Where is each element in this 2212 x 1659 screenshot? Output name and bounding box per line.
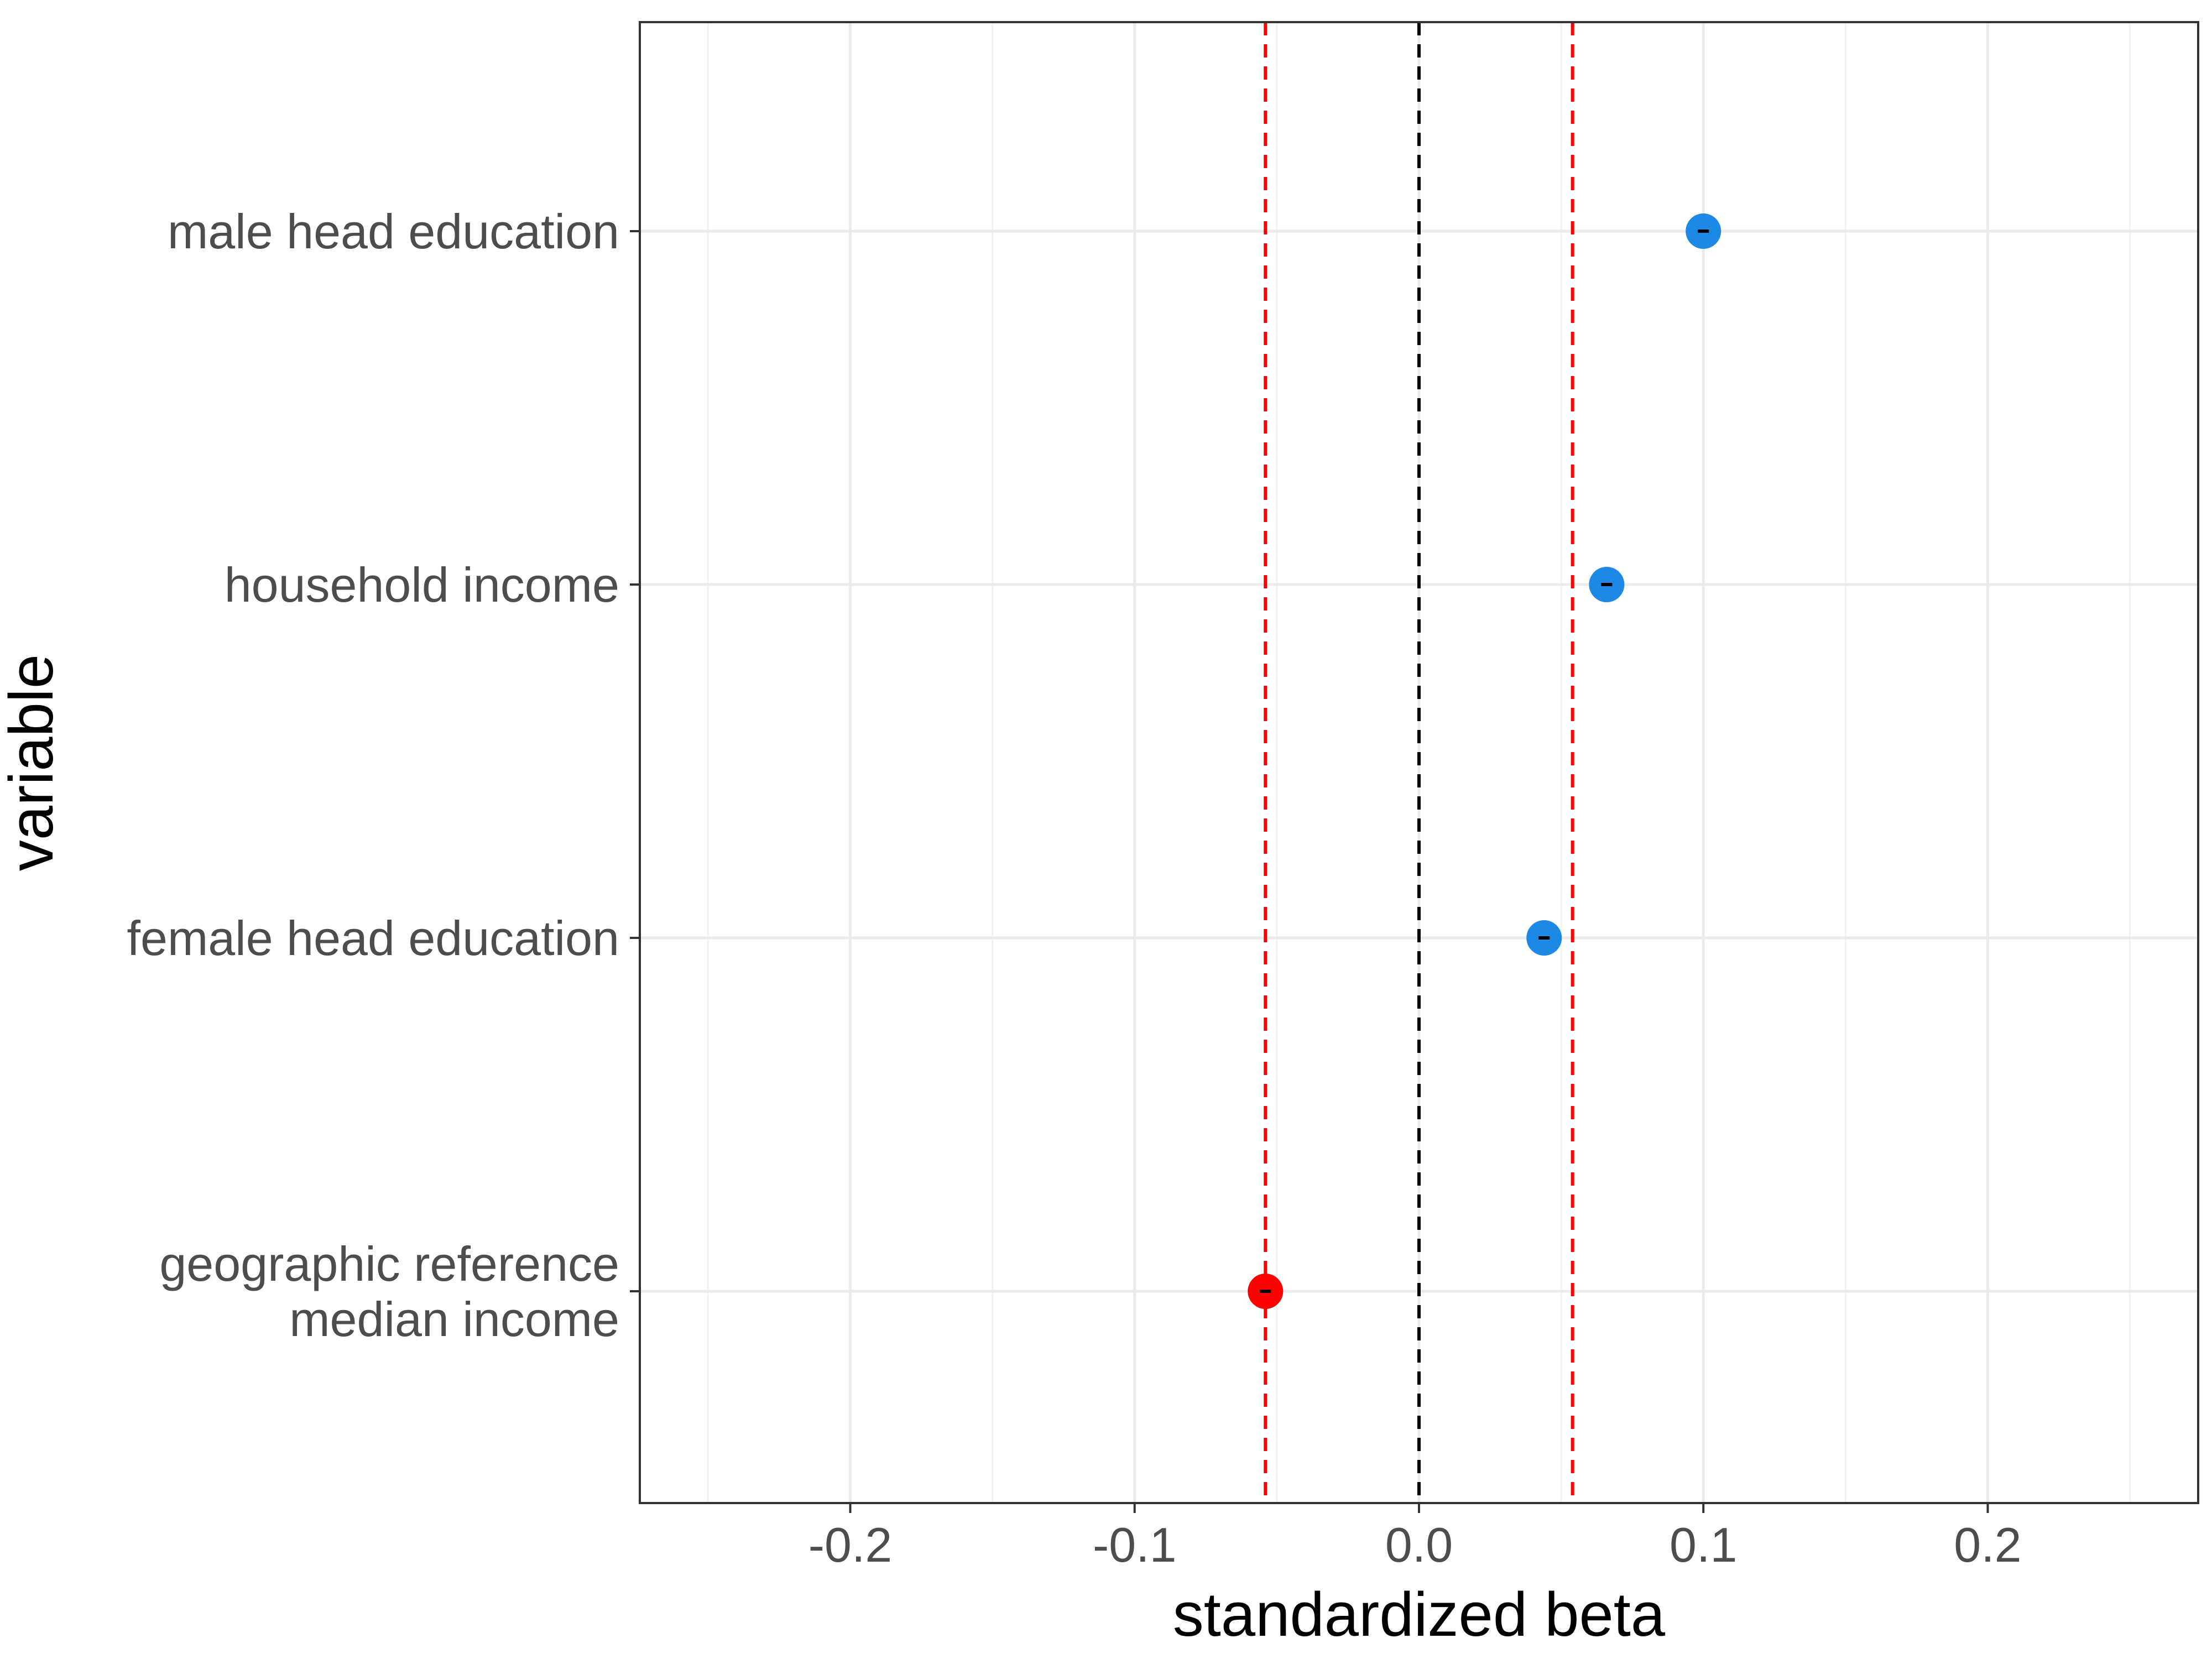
x-tick-label: -0.1 bbox=[1093, 1517, 1177, 1572]
axes: -0.2 -0.1 0.0 0.1 0.2 geographic referencemed… bbox=[127, 204, 2022, 1572]
y-axis-title: variable bbox=[0, 654, 66, 871]
x-tick-label: 0.2 bbox=[1954, 1517, 2021, 1572]
reference-lines bbox=[1264, 22, 1574, 1503]
x-tick-label: 0.1 bbox=[1670, 1517, 1737, 1572]
x-axis-title: standardized beta bbox=[1173, 1580, 1666, 1649]
y-tick-label: median income bbox=[289, 1292, 619, 1347]
y-tick-label: male head education bbox=[168, 204, 619, 259]
x-tick-label: 0.0 bbox=[1385, 1517, 1453, 1572]
y-tick-label: household income bbox=[225, 557, 619, 612]
data-points bbox=[1248, 213, 1721, 1309]
y-tick-label: geographic reference bbox=[159, 1237, 619, 1291]
x-tick-label: -0.2 bbox=[808, 1517, 893, 1572]
y-tick-label: female head education bbox=[127, 911, 619, 966]
